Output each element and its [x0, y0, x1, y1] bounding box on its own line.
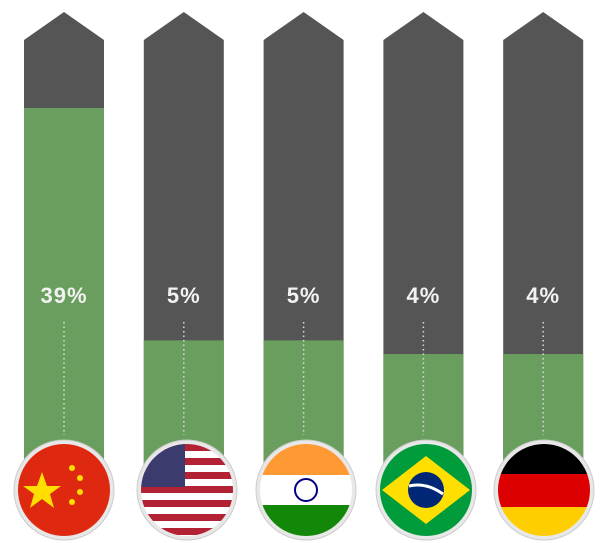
value-label: 39%: [40, 283, 87, 308]
value-label: 5%: [167, 283, 201, 308]
flag-germany: [493, 439, 595, 541]
value-label: 4%: [407, 283, 441, 308]
flag-china: [13, 439, 115, 541]
columns: 39% 5% 5% 4% 4%: [24, 12, 584, 470]
flags: [13, 439, 595, 541]
value-label: 4%: [526, 283, 560, 308]
bar: [24, 108, 104, 470]
flag-india: [255, 439, 357, 541]
value-label: 5%: [287, 283, 321, 308]
flag-brazil: [375, 439, 477, 541]
flag-usa: [136, 439, 238, 541]
